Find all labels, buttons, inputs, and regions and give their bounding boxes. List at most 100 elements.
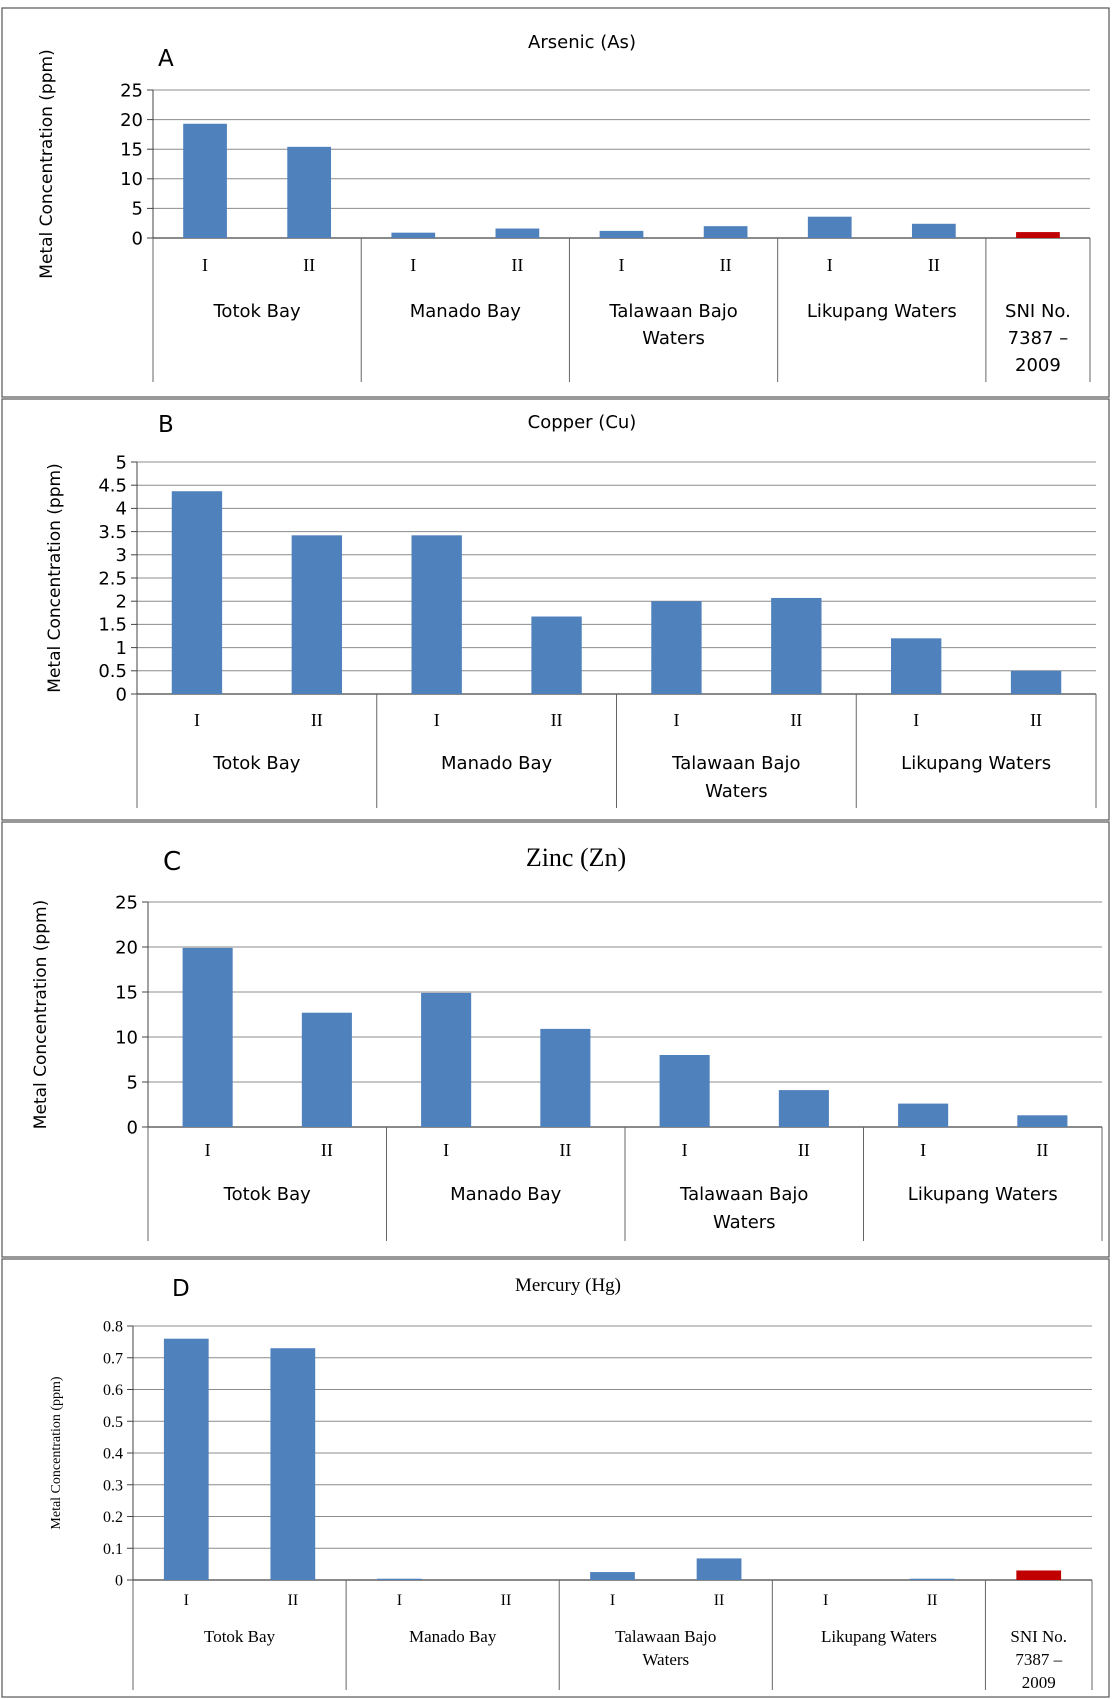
y-tick-label: 2 <box>116 592 127 613</box>
bar-7 <box>891 638 942 694</box>
x-tick-label: I <box>205 1140 211 1160</box>
bar-4 <box>531 616 582 694</box>
bar-2 <box>287 146 332 238</box>
group-label: 7387 – <box>1015 1650 1062 1669</box>
bar-3 <box>391 232 436 238</box>
y-tick-label: 15 <box>115 982 138 1003</box>
x-tick-label: I <box>184 1592 189 1609</box>
x-tick-label: II <box>1030 710 1042 730</box>
x-tick-label: II <box>551 710 563 730</box>
panel-border <box>1 7 1110 398</box>
bar-3 <box>421 992 472 1127</box>
y-tick-label: 0.2 <box>103 1509 123 1526</box>
x-tick-label: I <box>673 710 679 730</box>
x-tick-label: I <box>827 255 833 275</box>
x-tick-label: II <box>321 1140 333 1160</box>
y-tick-label: 2.5 <box>98 568 127 589</box>
y-tick-label: 0.8 <box>103 1319 123 1336</box>
y-tick-label: 0.6 <box>103 1382 123 1399</box>
y-tick-label: 20 <box>120 110 143 131</box>
x-tick-label: II <box>501 1592 512 1609</box>
chart-panel-b: B Copper (Cu) 00.511.52 2.533.544.5 5 Metal C… <box>1 398 1110 821</box>
chart-title: Zinc (Zn) <box>526 843 626 872</box>
group-label: SNI No. <box>1005 301 1071 322</box>
x-tick-label: II <box>714 1592 725 1609</box>
y-tick-label: 25 <box>115 892 138 913</box>
y-axis-label: Metal Concentration (ppm) <box>37 49 57 278</box>
x-tick-label: I <box>610 1592 615 1609</box>
y-tick-label: 0.4 <box>103 1446 123 1463</box>
bar-4 <box>540 1028 591 1127</box>
panel-border <box>1 398 1110 821</box>
y-tick-label: 5 <box>132 199 143 220</box>
bar-8 <box>909 1578 955 1580</box>
x-tick-label: II <box>1036 1140 1048 1160</box>
bar-8 <box>1017 1115 1068 1127</box>
y-tick-label: 3 <box>116 545 127 566</box>
bar-1 <box>183 123 227 238</box>
y-tick-label: 4.5 <box>98 476 127 497</box>
x-tick-label: II <box>559 1140 571 1160</box>
group-label: Talawaan Bajo <box>679 1184 808 1205</box>
panel-letter: D <box>172 1276 190 1302</box>
bar-3 <box>411 535 462 694</box>
bar-5 <box>590 1572 635 1580</box>
x-tick-label: I <box>397 1592 402 1609</box>
bar-2 <box>270 1348 316 1580</box>
bar-1 <box>182 947 233 1127</box>
group-label: 2009 <box>1022 1673 1056 1692</box>
group-label: Waters <box>642 1650 689 1669</box>
x-tick-label: II <box>311 710 323 730</box>
bar-2 <box>301 1012 352 1127</box>
x-tick-label: I <box>920 1140 926 1160</box>
panel-border <box>1 821 1110 1258</box>
y-axis-label: Metal Concentration (ppm) <box>31 900 51 1129</box>
group-label: 2009 <box>1015 355 1061 376</box>
bar-1 <box>163 1338 209 1580</box>
x-tick-label: II <box>303 255 315 275</box>
y-tick-label: 0 <box>132 228 143 249</box>
group-label: Talawaan Bajo <box>615 1627 716 1646</box>
bar-9 <box>1016 1570 1062 1580</box>
x-tick-label: II <box>927 1592 938 1609</box>
y-axis-label: Metal Concentration (ppm) <box>45 463 65 692</box>
x-tick-label: I <box>913 710 919 730</box>
group-label: Likupang Waters <box>821 1627 937 1646</box>
group-label: Manado Bay <box>409 1627 497 1646</box>
bar-8 <box>911 223 956 238</box>
group-label: SNI No. <box>1010 1627 1067 1646</box>
y-tick-label: 15 <box>120 140 143 161</box>
panel-letter: C <box>163 847 181 877</box>
y-tick-label: 4 <box>116 499 127 520</box>
bar-2 <box>291 535 342 694</box>
group-label: Waters <box>713 1212 776 1233</box>
y-tick-label: 5 <box>116 452 127 473</box>
panel-letter: B <box>158 412 174 438</box>
group-label: Totok Bay <box>213 301 302 322</box>
chart-title: Mercury (Hg) <box>515 1275 621 1296</box>
group-label: Manado Bay <box>441 753 553 774</box>
x-tick-label: II <box>790 710 802 730</box>
group-label: Waters <box>705 781 768 802</box>
y-tick-label: 1 <box>116 638 127 659</box>
x-tick-label: I <box>619 255 625 275</box>
y-tick-label: 20 <box>115 937 138 958</box>
x-tick-label: II <box>720 255 732 275</box>
x-tick-label: I <box>823 1592 828 1609</box>
group-label: Talawaan Bajo <box>608 301 737 322</box>
y-tick-label: 3.5 <box>98 522 127 543</box>
bar-3 <box>377 1578 422 1580</box>
x-tick-label: I <box>682 1140 688 1160</box>
panel-border <box>1 1258 1110 1698</box>
group-label: Likupang Waters <box>901 753 1051 774</box>
group-label: Talawaan Bajo <box>671 753 800 774</box>
y-axis-label: Metal Concentration (ppm) <box>49 1376 64 1530</box>
group-label: Waters <box>642 328 705 349</box>
x-tick-label: I <box>434 710 440 730</box>
x-tick-label: II <box>511 255 523 275</box>
chart-panel-c: C Zinc (Zn) 0 5 10 15 20 25 Metal Concentration … <box>1 821 1110 1258</box>
group-label: Likupang Waters <box>807 301 957 322</box>
bar-5 <box>659 1055 710 1127</box>
x-tick-label: I <box>443 1140 449 1160</box>
